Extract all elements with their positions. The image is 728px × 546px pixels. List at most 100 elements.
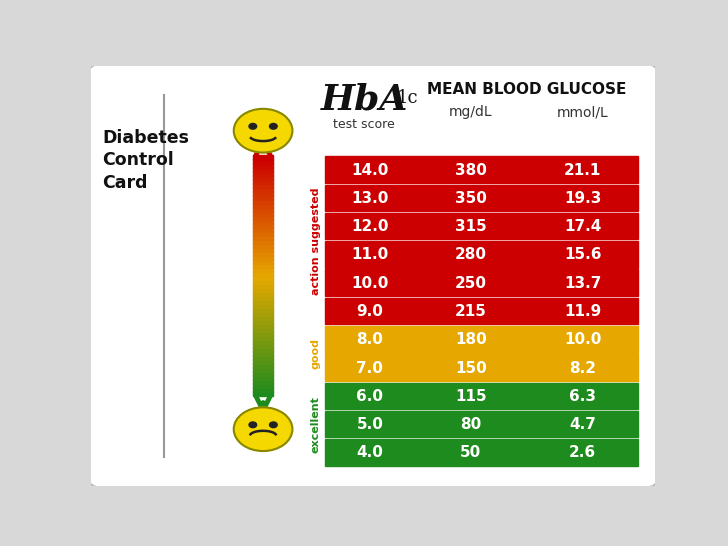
Text: 250: 250	[455, 276, 487, 290]
Text: 6.0: 6.0	[356, 389, 383, 404]
Text: action suggested: action suggested	[311, 187, 320, 294]
Text: 11.0: 11.0	[351, 247, 389, 263]
Text: 13.0: 13.0	[351, 191, 389, 206]
Text: 10.0: 10.0	[564, 333, 601, 347]
Text: 21.1: 21.1	[564, 163, 601, 177]
Bar	[325, 241, 638, 268]
Bar	[253, 315, 273, 319]
Bar	[253, 223, 273, 228]
Text: mg/dL: mg/dL	[449, 105, 493, 120]
Bar	[253, 256, 273, 260]
Bar	[253, 211, 273, 216]
Bar	[253, 180, 273, 184]
Bar	[253, 156, 273, 160]
Bar	[253, 235, 273, 240]
Text: test score: test score	[333, 118, 395, 131]
Text: 280: 280	[455, 247, 487, 263]
Text: mmol/L: mmol/L	[557, 105, 609, 120]
Bar	[325, 354, 638, 381]
Bar	[253, 163, 273, 168]
Text: 1c: 1c	[397, 88, 419, 106]
Circle shape	[269, 422, 277, 428]
Bar	[253, 168, 273, 172]
Bar	[325, 156, 638, 183]
Text: 8.0: 8.0	[356, 333, 383, 347]
Text: 14.0: 14.0	[351, 163, 389, 177]
Text: 12.0: 12.0	[351, 219, 389, 234]
Bar	[253, 219, 273, 224]
Bar	[253, 391, 273, 395]
Bar	[253, 268, 273, 272]
Bar	[253, 263, 273, 268]
Bar	[253, 287, 273, 292]
Bar	[325, 326, 638, 353]
Bar	[253, 323, 273, 328]
FancyBboxPatch shape	[88, 63, 658, 488]
Text: 5.0: 5.0	[356, 417, 383, 432]
Text: Diabetes
Control
Card: Diabetes Control Card	[102, 128, 189, 192]
Text: 7.0: 7.0	[356, 360, 383, 376]
Text: 350: 350	[455, 191, 487, 206]
Bar	[253, 183, 273, 188]
Bar	[253, 347, 273, 352]
Bar	[253, 351, 273, 355]
Bar	[253, 371, 273, 376]
Text: 150: 150	[455, 360, 486, 376]
Bar	[253, 244, 273, 248]
Text: 17.4: 17.4	[564, 219, 601, 234]
Bar	[253, 335, 273, 340]
Circle shape	[249, 123, 257, 129]
Bar	[253, 307, 273, 312]
Bar	[253, 379, 273, 384]
Bar	[253, 159, 273, 164]
Bar	[253, 247, 273, 252]
Bar	[253, 192, 273, 196]
Text: 50: 50	[460, 446, 481, 460]
Text: 19.3: 19.3	[564, 191, 601, 206]
Bar	[253, 283, 273, 288]
Bar	[253, 239, 273, 244]
Bar	[253, 187, 273, 192]
Bar	[253, 271, 273, 276]
Bar	[325, 213, 638, 240]
Bar	[253, 199, 273, 204]
Bar	[253, 295, 273, 300]
Bar	[253, 299, 273, 304]
Bar	[253, 319, 273, 324]
Text: 4.7: 4.7	[569, 417, 596, 432]
Text: 13.7: 13.7	[564, 276, 601, 290]
Bar	[253, 363, 273, 367]
Text: 215: 215	[455, 304, 487, 319]
Bar	[253, 355, 273, 360]
Text: excellent: excellent	[311, 396, 320, 453]
Bar	[253, 171, 273, 176]
Text: HbA: HbA	[320, 82, 408, 116]
Bar	[253, 204, 273, 208]
Bar	[253, 343, 273, 348]
Bar	[253, 339, 273, 343]
Bar	[253, 216, 273, 220]
Circle shape	[249, 422, 257, 428]
Bar	[253, 367, 273, 372]
Bar	[253, 259, 273, 264]
Bar	[253, 359, 273, 364]
Bar	[253, 280, 273, 284]
Bar	[253, 251, 273, 256]
Bar	[253, 232, 273, 236]
Circle shape	[234, 109, 293, 152]
Text: 80: 80	[460, 417, 481, 432]
Bar	[253, 383, 273, 388]
Bar	[253, 227, 273, 232]
Bar	[253, 331, 273, 336]
Bar	[325, 185, 638, 211]
Bar	[325, 383, 638, 409]
Text: 315: 315	[455, 219, 486, 234]
Bar	[325, 298, 638, 324]
Bar	[253, 311, 273, 316]
Text: 180: 180	[455, 333, 486, 347]
Text: 15.6: 15.6	[564, 247, 601, 263]
Text: 4.0: 4.0	[356, 446, 383, 460]
Text: 115: 115	[455, 389, 486, 404]
Text: good: good	[311, 339, 320, 370]
Text: 11.9: 11.9	[564, 304, 601, 319]
